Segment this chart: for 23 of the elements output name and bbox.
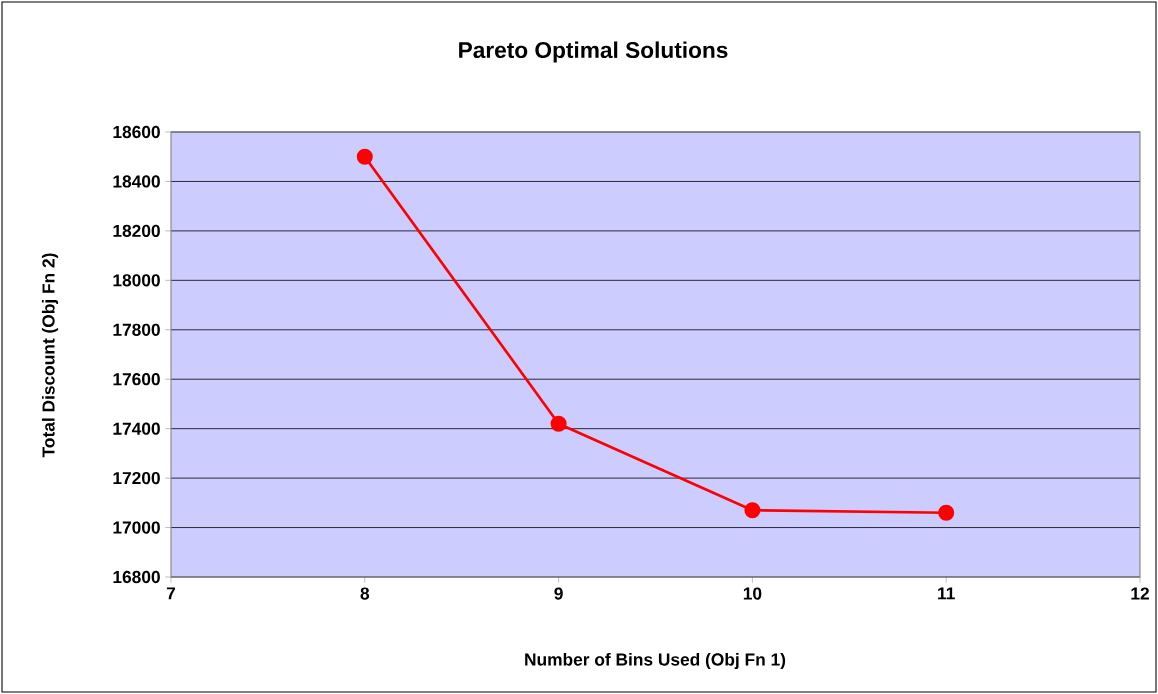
y-tick-label: 18600	[113, 125, 160, 139]
y-tick-label: 17800	[113, 323, 160, 336]
y-tick-label: 17600	[113, 373, 160, 386]
y-tick-label: 17000	[113, 521, 160, 534]
x-tick-label: 8	[360, 587, 370, 600]
y-tick-label: 18200	[113, 224, 160, 238]
x-tick-label: 11	[938, 587, 955, 600]
y-tick-label: 16800	[113, 570, 160, 584]
y-tick-label: 18000	[113, 274, 160, 287]
x-tick-label: 12	[1131, 587, 1149, 600]
point	[744, 502, 761, 519]
point	[550, 415, 567, 432]
y-tick-label: 17400	[113, 422, 160, 435]
x-axis-title: Number of Bins Used (Obj Fn 1)	[525, 652, 786, 670]
y-axis-title: Total Discount (Obj Fn 2)	[41, 253, 59, 458]
x-tick-label: 9	[554, 587, 563, 600]
y-tick-label: 17200	[113, 471, 160, 485]
chart-title: Pareto Optimal Solutions	[459, 41, 728, 63]
x-tick-label: 7	[166, 587, 176, 600]
point	[938, 504, 955, 521]
point	[356, 148, 373, 165]
x-tick-label: 10	[743, 587, 762, 600]
y-tick-label: 18400	[113, 175, 160, 188]
